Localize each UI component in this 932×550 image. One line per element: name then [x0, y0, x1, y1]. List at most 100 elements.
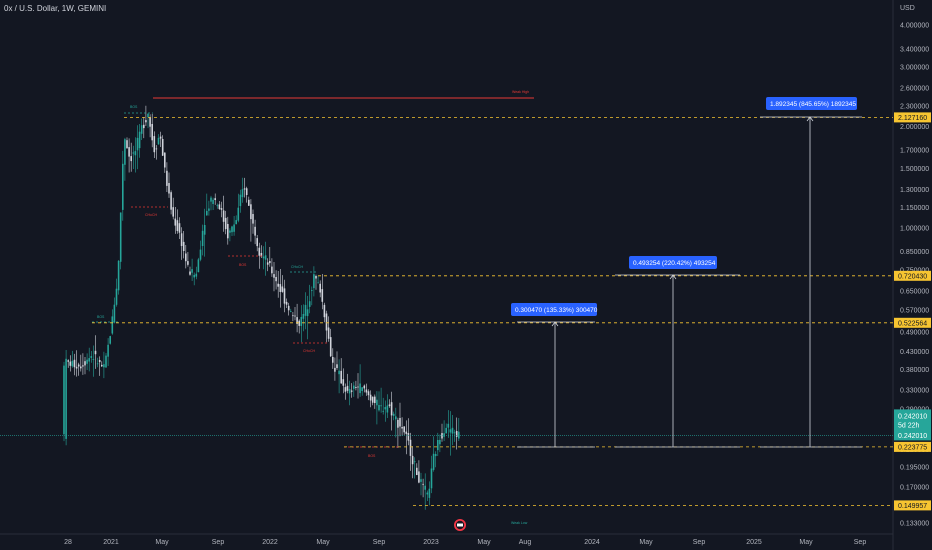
- candle: [231, 225, 233, 236]
- candle: [201, 224, 204, 256]
- measure-tool-2[interactable]: 0.493254 (220.42%) 493254: [615, 256, 740, 448]
- candle: [237, 193, 240, 223]
- candle: [329, 328, 332, 357]
- level-tag-value: 0.720430: [898, 273, 927, 280]
- candle: [212, 197, 214, 210]
- time-tick-label: Sep: [373, 539, 386, 546]
- candle: [134, 137, 137, 173]
- candle: [182, 231, 185, 259]
- candle: [117, 260, 120, 295]
- candle: [411, 446, 414, 479]
- level-tag-box: [894, 441, 931, 452]
- time-tick-label: 28: [64, 539, 72, 546]
- candle: [342, 368, 345, 394]
- candle: [195, 266, 198, 280]
- current-price-value: 0.242010: [898, 413, 927, 420]
- candle: [69, 355, 72, 372]
- symbol-title[interactable]: 0x / U.S. Dollar, 1W, GEMINI: [4, 4, 106, 13]
- candle: [105, 353, 107, 368]
- candle: [269, 247, 271, 267]
- candle: [313, 266, 315, 297]
- candle: [445, 423, 447, 434]
- candle: [164, 152, 166, 173]
- time-tick-label: Sep: [854, 539, 867, 546]
- price-tick-label: 1.700000: [900, 148, 929, 155]
- candle: [395, 407, 397, 438]
- candle: [138, 124, 141, 158]
- time-axis[interactable]: 28 2021 May Sep 2022 May Sep 2023 May Aug 2024 May S…: [64, 539, 866, 546]
- candle: [302, 304, 305, 332]
- candle: [80, 354, 82, 372]
- candle: [306, 295, 309, 340]
- candle: [75, 350, 78, 377]
- price-tick-label: 1.300000: [900, 187, 929, 194]
- price-tick-label: 0.133000: [900, 521, 929, 528]
- candle: [443, 420, 445, 441]
- candle: [130, 142, 132, 172]
- candle: [227, 216, 229, 245]
- candle: [285, 298, 288, 308]
- time-tick-label: Sep: [212, 539, 225, 546]
- candle: [413, 457, 416, 479]
- candle: [233, 216, 235, 236]
- structure-annotations: Weak High BOS CHoCH BOS CHoCH CHoCH BOS …: [92, 90, 534, 525]
- candle: [279, 269, 282, 308]
- level-tag-box: [894, 500, 931, 511]
- candle: [348, 380, 351, 406]
- candle: [275, 270, 277, 290]
- candle: [199, 240, 202, 262]
- candle: [336, 351, 338, 370]
- candle: [245, 186, 248, 203]
- candle: [422, 478, 424, 498]
- measure-tool-3[interactable]: 1.892345 (845.65%) 1892345: [760, 97, 862, 448]
- candle: [71, 350, 74, 368]
- price-tick-label: 0.380000: [900, 367, 929, 374]
- candle: [434, 451, 437, 468]
- candle: [191, 258, 193, 281]
- candle: [224, 210, 227, 235]
- candle: [250, 199, 252, 242]
- time-tick-label: 2022: [262, 539, 278, 546]
- candle: [155, 145, 158, 160]
- time-tick-label: May: [316, 539, 330, 546]
- candle: [229, 228, 231, 242]
- candle: [380, 387, 382, 413]
- candle: [451, 415, 454, 446]
- candle: [149, 114, 151, 138]
- candle: [340, 358, 342, 384]
- candle: [77, 362, 80, 376]
- candle: [365, 383, 368, 396]
- candle: [172, 197, 174, 220]
- candle: [392, 411, 395, 421]
- candle: [363, 384, 366, 393]
- candle: [140, 118, 143, 140]
- candle: [208, 200, 210, 216]
- candle: [386, 394, 389, 418]
- candle: [101, 361, 103, 367]
- candle: [292, 312, 294, 322]
- measure-tool-1[interactable]: 0.300470 (135.33%) 300470: [511, 303, 598, 448]
- candle: [128, 138, 130, 173]
- candle: [168, 172, 170, 198]
- candle: [277, 271, 279, 298]
- candle: [203, 208, 206, 257]
- candle: [218, 201, 221, 210]
- candle: [262, 246, 265, 270]
- candle: [210, 195, 212, 211]
- tradingview-logo-icon[interactable]: [454, 519, 466, 531]
- candle: [82, 353, 84, 375]
- candle: [350, 383, 353, 398]
- candle: [239, 189, 242, 213]
- price-tick-label: 0.430000: [900, 349, 929, 356]
- candle: [151, 113, 153, 148]
- measure-label-2: 0.493254 (220.42%) 493254: [633, 260, 716, 267]
- candle: [115, 278, 118, 307]
- candle: [193, 272, 195, 286]
- candle: [143, 117, 145, 139]
- candle: [92, 345, 95, 377]
- candle: [315, 274, 317, 290]
- candle: [424, 473, 426, 510]
- time-tick-label: 2023: [423, 539, 439, 546]
- candle: [176, 209, 179, 234]
